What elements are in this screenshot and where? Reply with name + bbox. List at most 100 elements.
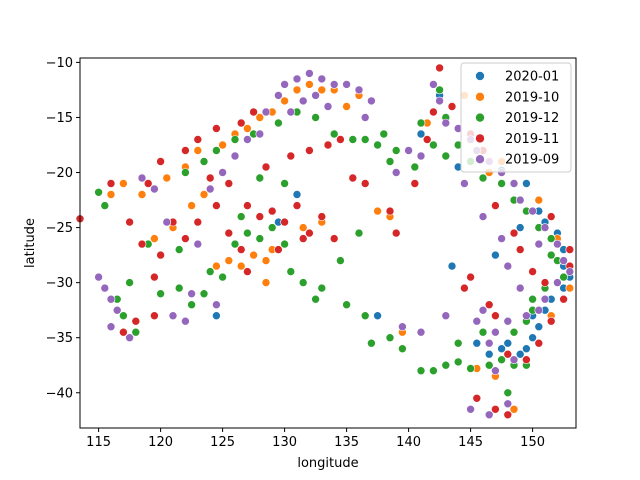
data-point (224, 256, 234, 265)
data-point (503, 349, 513, 359)
data-point (515, 349, 525, 359)
data-point (199, 157, 209, 166)
legend-label: 2019-12 (505, 111, 559, 126)
data-point (429, 366, 438, 376)
data-point (243, 124, 252, 133)
legend-label: 2019-10 (505, 90, 559, 105)
data-point (515, 245, 525, 254)
x-tick-label: 135 (334, 435, 359, 450)
data-point (329, 234, 339, 243)
data-point (243, 135, 252, 144)
data-point (224, 228, 234, 238)
data-point (466, 364, 475, 373)
data-point (398, 322, 407, 332)
data-point (491, 327, 500, 337)
data-point (212, 201, 221, 210)
data-point (466, 404, 475, 414)
data-point (546, 250, 556, 260)
data-point (280, 217, 289, 227)
data-point (236, 245, 246, 254)
x-axis-label: longitude (297, 456, 358, 471)
data-point (317, 283, 327, 293)
x-tick-label: 150 (520, 435, 545, 450)
data-point (491, 201, 500, 210)
data-point (559, 294, 568, 304)
data-point (484, 410, 494, 420)
data-point (243, 201, 252, 210)
data-point (255, 113, 265, 122)
data-point (187, 289, 196, 299)
data-point (503, 316, 513, 326)
data-point (298, 278, 308, 287)
data-point (162, 217, 172, 227)
data-point (168, 311, 178, 321)
data-point (453, 357, 463, 367)
legend-label: 2019-11 (505, 132, 559, 147)
data-point (218, 140, 227, 150)
data-point (199, 289, 209, 299)
data-point (267, 223, 277, 232)
data-point (559, 272, 568, 282)
data-point (491, 404, 500, 414)
data-point (509, 327, 519, 337)
data-point (342, 80, 351, 89)
data-point (174, 283, 184, 293)
data-point (472, 338, 482, 348)
data-point (534, 322, 544, 332)
data-point (286, 267, 296, 276)
data-point (311, 294, 320, 304)
data-point (515, 283, 525, 293)
data-point (274, 91, 283, 100)
data-point (528, 267, 537, 276)
data-point (156, 250, 165, 260)
data-point (379, 129, 389, 139)
data-point (137, 190, 147, 199)
data-point (410, 179, 420, 188)
data-point (441, 360, 451, 370)
data-point (391, 168, 401, 177)
data-point (497, 344, 506, 354)
data-point (329, 129, 339, 139)
data-point (360, 135, 370, 144)
data-point (298, 234, 308, 243)
data-point (354, 85, 364, 95)
data-point (193, 239, 203, 249)
data-point (280, 80, 289, 89)
data-point (150, 272, 159, 282)
data-point (460, 179, 469, 188)
data-point (429, 107, 438, 117)
data-point (298, 223, 308, 232)
data-point (125, 217, 134, 227)
y-tick-label: −30 (46, 276, 73, 291)
data-point (385, 333, 395, 343)
y-tick-label: −20 (46, 166, 73, 181)
plot-frame (79, 57, 577, 429)
data-point (466, 272, 475, 282)
data-point (106, 179, 116, 188)
data-point (94, 188, 103, 197)
x-tick-label: 115 (86, 435, 111, 450)
data-point (131, 316, 141, 326)
data-point (125, 278, 134, 287)
data-point (441, 118, 451, 128)
data-point (274, 118, 283, 128)
data-point (342, 300, 351, 310)
data-point (119, 311, 128, 321)
data-point (559, 256, 568, 265)
y-tick-label: −35 (46, 331, 73, 346)
y-axis-ticks: −10 −15 −20 −25 −30 −35 −40 (46, 56, 80, 401)
data-point (553, 278, 562, 287)
data-point (106, 190, 116, 199)
data-point (354, 228, 364, 238)
data-point (522, 344, 531, 354)
data-point (497, 234, 506, 243)
data-point (491, 250, 500, 260)
data-point (385, 157, 395, 166)
data-point (187, 300, 196, 310)
data-point (292, 85, 302, 95)
data-point (305, 146, 314, 155)
data-point (534, 305, 544, 315)
data-point (497, 179, 506, 188)
data-point (150, 234, 159, 243)
data-point (522, 311, 531, 321)
